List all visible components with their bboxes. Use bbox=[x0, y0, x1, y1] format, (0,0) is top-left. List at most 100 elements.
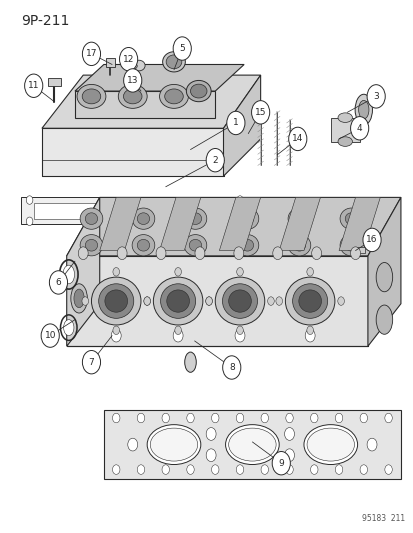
Ellipse shape bbox=[287, 235, 310, 256]
Ellipse shape bbox=[344, 239, 357, 251]
Ellipse shape bbox=[159, 84, 188, 108]
Ellipse shape bbox=[166, 290, 189, 312]
Circle shape bbox=[41, 324, 59, 348]
Ellipse shape bbox=[354, 94, 372, 125]
Circle shape bbox=[335, 413, 342, 423]
Text: 13: 13 bbox=[127, 76, 138, 85]
Circle shape bbox=[335, 465, 342, 474]
Circle shape bbox=[144, 297, 150, 305]
Circle shape bbox=[251, 101, 269, 124]
Polygon shape bbox=[21, 197, 248, 224]
Polygon shape bbox=[278, 197, 320, 251]
Ellipse shape bbox=[64, 320, 74, 336]
Ellipse shape bbox=[153, 277, 202, 325]
Ellipse shape bbox=[292, 284, 327, 318]
Ellipse shape bbox=[222, 284, 257, 318]
Circle shape bbox=[144, 297, 150, 305]
Ellipse shape bbox=[132, 208, 154, 229]
Circle shape bbox=[205, 297, 212, 305]
Ellipse shape bbox=[82, 89, 100, 104]
Polygon shape bbox=[75, 64, 244, 91]
Text: 1: 1 bbox=[233, 118, 238, 127]
Circle shape bbox=[161, 413, 169, 423]
Ellipse shape bbox=[123, 89, 142, 104]
Circle shape bbox=[173, 329, 183, 342]
Polygon shape bbox=[42, 75, 260, 128]
Ellipse shape bbox=[91, 277, 141, 325]
Ellipse shape bbox=[337, 137, 351, 147]
Text: 11: 11 bbox=[28, 81, 39, 90]
Circle shape bbox=[49, 271, 67, 294]
Circle shape bbox=[26, 196, 33, 204]
Text: 7: 7 bbox=[88, 358, 94, 367]
Circle shape bbox=[128, 438, 138, 451]
Polygon shape bbox=[75, 91, 215, 118]
Circle shape bbox=[174, 326, 181, 335]
Ellipse shape bbox=[241, 213, 253, 224]
Circle shape bbox=[205, 297, 212, 305]
Circle shape bbox=[311, 247, 321, 260]
Circle shape bbox=[366, 438, 376, 451]
Polygon shape bbox=[223, 75, 260, 176]
Circle shape bbox=[284, 427, 294, 440]
Ellipse shape bbox=[137, 213, 149, 224]
Ellipse shape bbox=[235, 208, 258, 229]
Circle shape bbox=[306, 326, 313, 335]
Circle shape bbox=[284, 449, 294, 462]
Ellipse shape bbox=[162, 52, 185, 72]
Circle shape bbox=[236, 465, 243, 474]
Circle shape bbox=[186, 465, 194, 474]
Ellipse shape bbox=[104, 290, 127, 312]
Ellipse shape bbox=[337, 113, 351, 123]
Circle shape bbox=[82, 297, 88, 305]
Circle shape bbox=[359, 465, 367, 474]
Circle shape bbox=[350, 117, 368, 140]
Polygon shape bbox=[104, 410, 400, 479]
Circle shape bbox=[310, 465, 317, 474]
Text: 8: 8 bbox=[228, 363, 234, 372]
Ellipse shape bbox=[132, 235, 154, 256]
Text: 12: 12 bbox=[123, 55, 134, 63]
Circle shape bbox=[206, 149, 224, 172]
Text: 17: 17 bbox=[85, 50, 97, 58]
Circle shape bbox=[275, 297, 282, 305]
Circle shape bbox=[288, 127, 306, 151]
Ellipse shape bbox=[71, 284, 87, 313]
Circle shape bbox=[206, 427, 216, 440]
Ellipse shape bbox=[292, 213, 305, 224]
Circle shape bbox=[112, 413, 120, 423]
Circle shape bbox=[235, 329, 244, 342]
Circle shape bbox=[119, 47, 138, 71]
Ellipse shape bbox=[137, 239, 149, 251]
Circle shape bbox=[82, 42, 100, 66]
Text: 14: 14 bbox=[292, 134, 303, 143]
Polygon shape bbox=[219, 197, 260, 251]
Circle shape bbox=[271, 451, 290, 475]
Circle shape bbox=[359, 413, 367, 423]
Ellipse shape bbox=[189, 239, 201, 251]
Circle shape bbox=[24, 74, 43, 98]
Circle shape bbox=[285, 413, 292, 423]
Ellipse shape bbox=[228, 290, 251, 312]
Circle shape bbox=[236, 413, 243, 423]
Ellipse shape bbox=[80, 208, 102, 229]
Circle shape bbox=[267, 297, 273, 305]
Circle shape bbox=[261, 413, 268, 423]
Ellipse shape bbox=[287, 208, 310, 229]
Circle shape bbox=[156, 247, 166, 260]
Ellipse shape bbox=[225, 425, 278, 465]
Circle shape bbox=[236, 217, 243, 225]
Ellipse shape bbox=[118, 84, 147, 108]
Circle shape bbox=[123, 69, 142, 92]
Ellipse shape bbox=[190, 84, 206, 98]
Circle shape bbox=[233, 247, 243, 260]
Ellipse shape bbox=[133, 60, 145, 71]
Ellipse shape bbox=[298, 290, 321, 312]
Ellipse shape bbox=[184, 208, 206, 229]
Circle shape bbox=[285, 465, 292, 474]
Ellipse shape bbox=[77, 84, 106, 108]
Polygon shape bbox=[159, 197, 200, 251]
Ellipse shape bbox=[189, 213, 201, 224]
Text: 95183  211: 95183 211 bbox=[361, 514, 404, 523]
Circle shape bbox=[111, 329, 121, 342]
